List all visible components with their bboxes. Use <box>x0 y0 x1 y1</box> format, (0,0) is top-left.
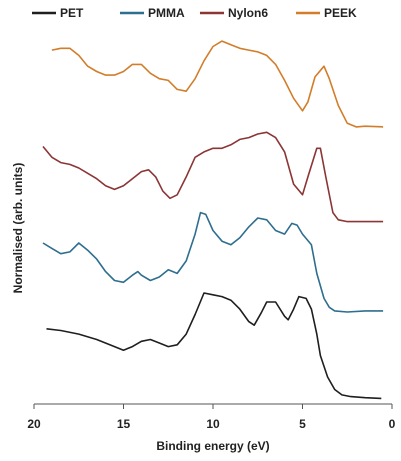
legend-label-peek: PEEK <box>324 6 357 20</box>
series-line-pmma <box>42 211 384 313</box>
x-tick-label: 5 <box>299 417 306 431</box>
legend: PET PMMA Nylon6 PEEK <box>32 6 357 20</box>
x-tick-label: 20 <box>27 417 41 431</box>
legend-label-nylon6: Nylon6 <box>228 6 268 20</box>
series-line-peek <box>51 40 384 128</box>
series-layer <box>42 40 384 400</box>
x-tick-label: 10 <box>206 417 220 431</box>
legend-label-pet: PET <box>60 6 84 20</box>
x-tick-label: 15 <box>117 417 131 431</box>
x-ticks: 20 15 10 5 0 <box>27 404 396 431</box>
x-axis-title: Binding energy (eV) <box>156 439 269 453</box>
x-tick-label: 0 <box>389 417 396 431</box>
series-line-nylon6 <box>42 131 384 223</box>
y-axis-title: Normalised (arb. units) <box>11 163 25 294</box>
legend-label-pmma: PMMA <box>148 6 185 20</box>
series-line-pet <box>46 292 382 400</box>
